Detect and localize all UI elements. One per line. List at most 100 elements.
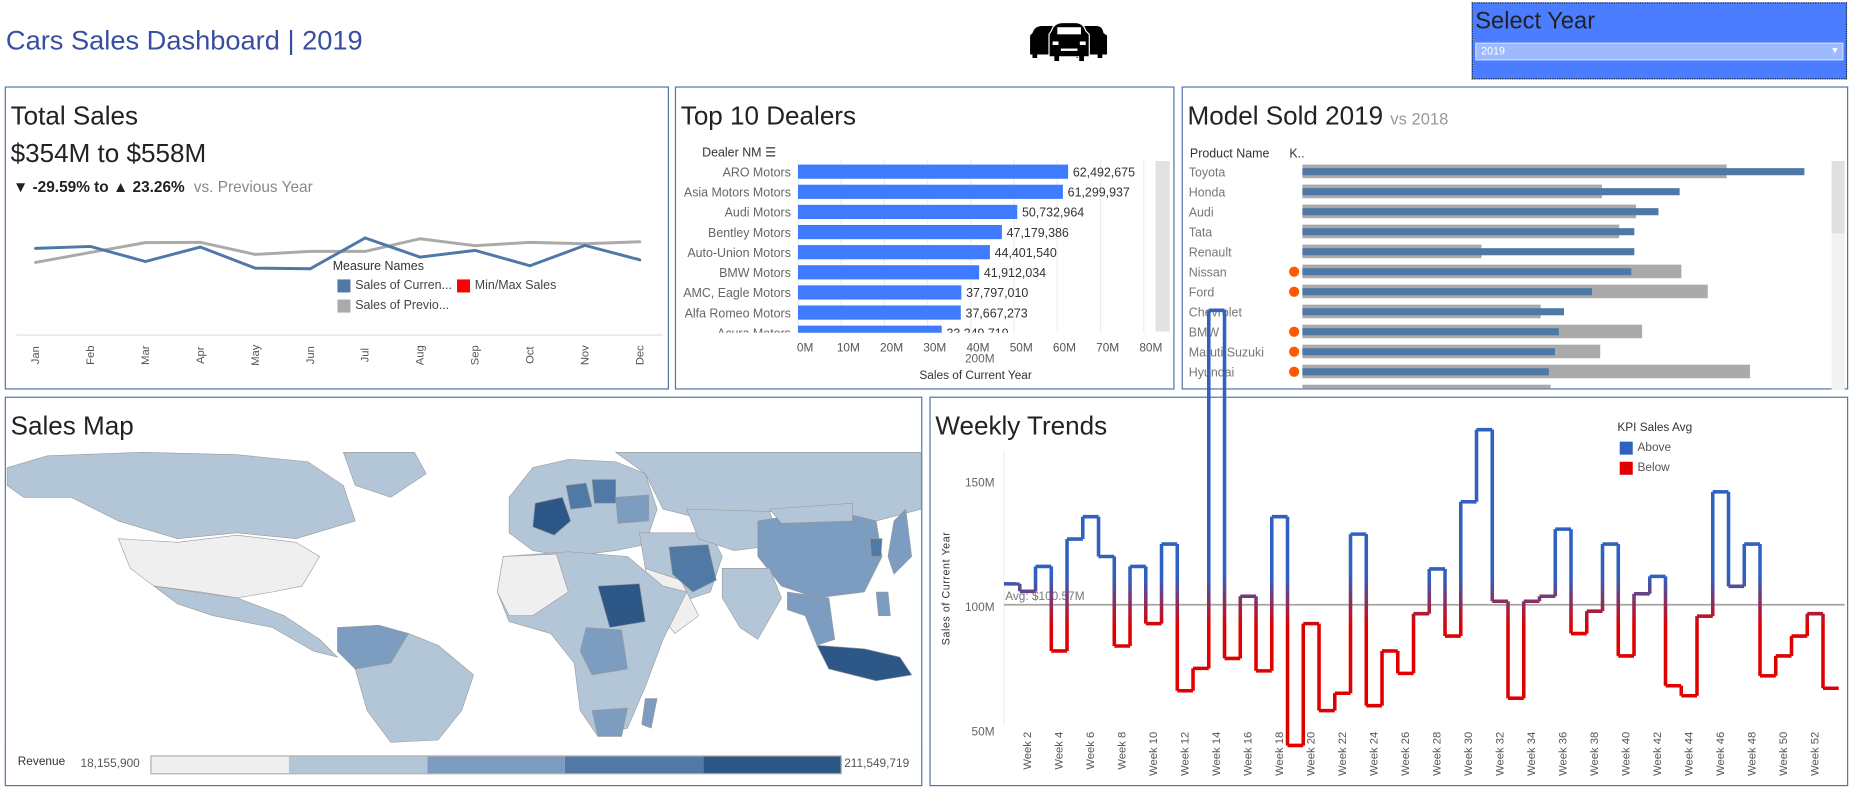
models-scrollbar[interactable] (1831, 161, 1845, 390)
current-year-bar[interactable] (1302, 188, 1680, 196)
month-label: Jan (30, 346, 42, 364)
models-scrollbar-thumb[interactable] (1831, 161, 1845, 234)
current-year-point[interactable] (363, 236, 367, 240)
country-shape[interactable] (769, 502, 853, 524)
current-year-point[interactable] (308, 267, 312, 271)
current-year-line[interactable] (35, 236, 641, 271)
dealer-bar[interactable] (798, 224, 1002, 240)
current-year-bar[interactable] (1302, 208, 1659, 216)
current-year-bar[interactable] (1302, 248, 1635, 256)
country-shape[interactable] (816, 644, 913, 682)
current-year-bar[interactable] (1302, 348, 1555, 356)
legend-label-below[interactable]: Below (1637, 461, 1670, 475)
dealers-scrollbar[interactable] (1155, 161, 1170, 332)
previous-year-point[interactable] (473, 244, 477, 248)
week-label: Week 24 (1369, 732, 1381, 776)
country-shape[interactable] (875, 591, 891, 616)
legend-label-previous[interactable]: Sales of Previo... (355, 298, 450, 313)
country-shape[interactable] (6, 451, 356, 540)
current-year-point[interactable] (89, 245, 92, 248)
previous-year-point[interactable] (638, 240, 642, 244)
current-year-point[interactable] (638, 258, 642, 262)
legend-swatch-above[interactable] (1619, 441, 1633, 455)
week-label: Week 50 (1778, 732, 1790, 776)
dealer-bar[interactable] (798, 325, 942, 340)
weekly-step-chart: 50M 100M 150M 200M Sales of Current Year Avg:… (941, 308, 1845, 776)
current-year-point[interactable] (528, 264, 532, 268)
total-sales-range: $354M to $558M (10, 138, 207, 169)
country-shape[interactable] (496, 553, 569, 616)
product-name-header[interactable]: Product Name (1189, 146, 1270, 162)
current-year-point[interactable] (583, 243, 587, 247)
country-shape[interactable] (597, 583, 646, 628)
dealer-bar[interactable] (798, 204, 1018, 220)
country-shape[interactable] (615, 494, 650, 524)
country-shape[interactable] (565, 482, 593, 510)
country-shape[interactable] (591, 479, 616, 504)
year-dropdown[interactable]: 2019 ▾ (1475, 42, 1844, 61)
world-map[interactable] (5, 451, 922, 744)
x-tick-label: 70M (1096, 341, 1119, 355)
dealer-bar[interactable] (798, 265, 980, 280)
previous-year-point[interactable] (143, 241, 147, 245)
dealer-bar[interactable] (798, 164, 1069, 179)
country-shape[interactable] (532, 496, 572, 536)
legend-step (565, 756, 703, 774)
dealer-bar[interactable] (798, 285, 962, 300)
kpi-header[interactable]: K.. (1289, 146, 1305, 162)
current-year-point[interactable] (253, 266, 257, 270)
dealer-bar[interactable] (798, 305, 961, 320)
country-shape[interactable] (887, 508, 912, 575)
country-shape[interactable] (869, 538, 883, 557)
country-shape[interactable] (641, 698, 658, 729)
kpi-legend-title: KPI Sales Avg (1617, 421, 1693, 435)
current-year-bar[interactable] (1302, 308, 1564, 316)
sort-icon[interactable]: ☰ (764, 145, 777, 160)
dealer-value: 61,299,937 (1068, 186, 1130, 200)
dealer-bar[interactable] (798, 245, 990, 260)
legend-swatch-minmax[interactable] (457, 279, 471, 293)
previous-year-line[interactable] (35, 237, 640, 264)
country-shape[interactable] (342, 451, 427, 498)
current-year-point[interactable] (198, 245, 202, 249)
current-year-point[interactable] (34, 246, 37, 250)
current-year-point[interactable] (418, 255, 422, 259)
previous-year-point[interactable] (34, 261, 37, 264)
country-shape[interactable] (591, 707, 628, 737)
chevron-down-icon[interactable]: ▾ (1832, 43, 1838, 56)
current-year-bar[interactable] (1302, 268, 1632, 276)
country-shape[interactable] (117, 534, 321, 599)
previous-year-bar[interactable] (1302, 384, 1551, 399)
previous-year-point[interactable] (418, 237, 422, 241)
up-triangle-icon: ▲ (112, 177, 129, 196)
current-year-bar[interactable] (1302, 168, 1805, 176)
previous-year-point[interactable] (363, 249, 367, 253)
previous-year-point[interactable] (89, 251, 92, 254)
previous-year-point[interactable] (308, 249, 312, 253)
country-shape[interactable] (337, 624, 409, 670)
country-shape[interactable] (579, 627, 628, 676)
country-shape[interactable] (153, 585, 339, 658)
month-label: Apr (195, 346, 207, 364)
legend-label-minmax[interactable]: Min/Max Sales (474, 278, 557, 293)
current-year-bar[interactable] (1302, 228, 1635, 236)
dealer-bar[interactable] (798, 184, 1063, 199)
current-year-point[interactable] (143, 260, 147, 263)
current-year-bar[interactable] (1302, 328, 1559, 336)
dealer-value: 47,179,386 (1007, 226, 1069, 240)
legend-swatch-current[interactable] (337, 279, 351, 293)
legend-label-current[interactable]: Sales of Curren... (355, 278, 452, 293)
previous-year-point[interactable] (528, 240, 532, 244)
previous-year-point[interactable] (253, 253, 257, 256)
legend-label-above[interactable]: Above (1637, 441, 1672, 455)
country-shape[interactable] (721, 568, 782, 640)
current-year-bar[interactable] (1302, 288, 1593, 296)
dealer-column-header[interactable]: Dealer NM ☰ (702, 146, 776, 160)
legend-swatch-previous[interactable] (337, 299, 351, 313)
previous-year-point[interactable] (198, 240, 202, 244)
country-shape[interactable] (668, 544, 717, 593)
current-year-bar[interactable] (1302, 368, 1549, 376)
weekly-trends-title: Weekly Trends (935, 410, 1108, 441)
legend-swatch-below[interactable] (1619, 461, 1633, 475)
current-year-point[interactable] (473, 248, 477, 252)
